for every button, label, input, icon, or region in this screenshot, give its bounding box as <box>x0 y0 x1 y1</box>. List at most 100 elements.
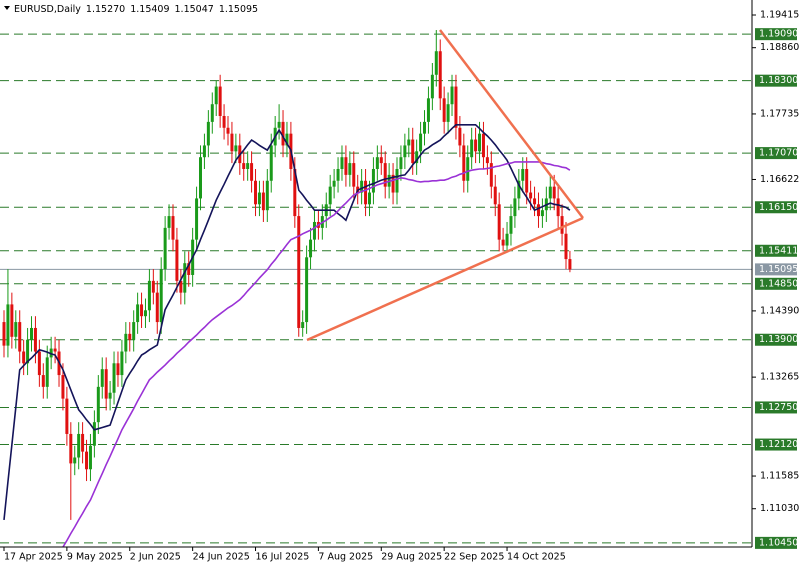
candle-body <box>395 168 399 193</box>
candle-body <box>497 204 501 240</box>
candle-body <box>143 310 147 317</box>
candle-body <box>411 139 415 164</box>
candle-body <box>65 398 69 434</box>
candle-body <box>257 192 261 205</box>
candle-body <box>124 333 128 352</box>
menu-arrow[interactable] <box>4 6 10 10</box>
candle-body <box>269 145 273 181</box>
candle-body <box>175 239 179 281</box>
candle-body <box>383 163 387 187</box>
candle-body <box>332 180 336 187</box>
level-label-box <box>755 201 797 214</box>
candle-body <box>517 180 521 199</box>
candle-body <box>45 357 49 387</box>
candle-body <box>116 363 120 376</box>
candle-body <box>364 180 368 205</box>
candle-body <box>261 192 265 211</box>
candle-body <box>6 304 10 346</box>
candle-body <box>548 186 552 199</box>
candle-body <box>285 133 289 146</box>
moving-average <box>62 161 571 547</box>
level-label: 1.19090 <box>759 29 798 40</box>
candle-body <box>77 433 81 458</box>
candle-body <box>450 86 454 105</box>
candle-body <box>171 216 175 240</box>
candle-body <box>53 348 57 352</box>
current-price-label: 1.15095 <box>759 264 798 275</box>
candle-body <box>521 168 525 181</box>
level-label: 1.18300 <box>759 75 798 86</box>
candle-body <box>568 259 572 270</box>
header-value: 1.15270 <box>86 4 125 15</box>
candle-body <box>505 233 509 246</box>
candle-body <box>564 233 568 260</box>
candle-body <box>250 163 254 181</box>
candle-body <box>489 163 493 187</box>
candle-body <box>446 104 450 122</box>
candle-body <box>407 139 411 146</box>
candle-body <box>360 180 364 193</box>
y-tick-label: 1.11030 <box>760 503 799 514</box>
symbol: EURUSD,Daily <box>14 4 81 15</box>
header: EURUSD,Daily 1.15270 1.15409 1.15047 1.15095 <box>14 4 258 15</box>
candle-body <box>293 168 297 217</box>
candle-body <box>10 304 14 337</box>
candle-body <box>340 157 344 169</box>
candle-body <box>210 104 214 122</box>
candle-body <box>458 127 462 146</box>
candle-body <box>430 74 434 99</box>
level-label: 1.12120 <box>759 439 798 450</box>
candle-body <box>96 386 100 423</box>
candle-body <box>423 121 427 134</box>
y-tick-label: 1.18860 <box>760 42 799 53</box>
candle-body <box>140 304 144 317</box>
candle-body <box>159 269 163 323</box>
candle-body <box>344 157 348 175</box>
candle-body <box>419 133 423 152</box>
level-label: 1.10450 <box>759 537 798 548</box>
candle-body <box>226 127 230 134</box>
candle-body <box>474 139 478 152</box>
x-tick-label: 17 Apr 2025 <box>4 552 63 563</box>
candle-body <box>136 304 140 323</box>
candle-body <box>375 157 379 169</box>
candle-body <box>403 145 407 158</box>
candle-body <box>73 457 77 464</box>
levels <box>0 33 752 544</box>
candle-body <box>309 239 313 258</box>
candle-body <box>552 186 556 199</box>
candle-body <box>147 280 151 311</box>
candle-body <box>399 157 403 169</box>
candle-body <box>167 216 171 228</box>
candle-body <box>312 221 316 240</box>
level-label-box <box>755 74 797 87</box>
candle-body <box>485 157 489 164</box>
candle-body <box>206 121 210 146</box>
candle-body <box>533 198 537 205</box>
x-tick-label: 14 Oct 2025 <box>507 552 566 563</box>
level-label: 1.14850 <box>759 278 798 289</box>
x-tick-label: 16 Jul 2025 <box>256 552 310 563</box>
candle-body <box>540 210 544 217</box>
candle-body <box>26 339 30 364</box>
candle-body <box>112 363 116 393</box>
candle-body <box>88 445 92 470</box>
candle-body <box>391 174 395 193</box>
level-label-box <box>755 244 797 257</box>
candle-body <box>199 157 202 199</box>
level-label-box <box>755 147 797 160</box>
candle-body <box>328 186 332 205</box>
candle-body <box>466 157 470 181</box>
trendline-lower <box>306 216 584 342</box>
y-tick-label: 1.14390 <box>760 305 799 316</box>
candle-body <box>277 121 281 128</box>
candle-body <box>37 351 41 376</box>
candle-body <box>297 216 301 328</box>
candle-body <box>151 280 155 293</box>
x-tick-label: 22 Sep 2025 <box>444 552 504 563</box>
candle-body <box>434 51 438 75</box>
y-tick-label: 1.13265 <box>760 372 799 383</box>
candle-body <box>179 280 183 293</box>
